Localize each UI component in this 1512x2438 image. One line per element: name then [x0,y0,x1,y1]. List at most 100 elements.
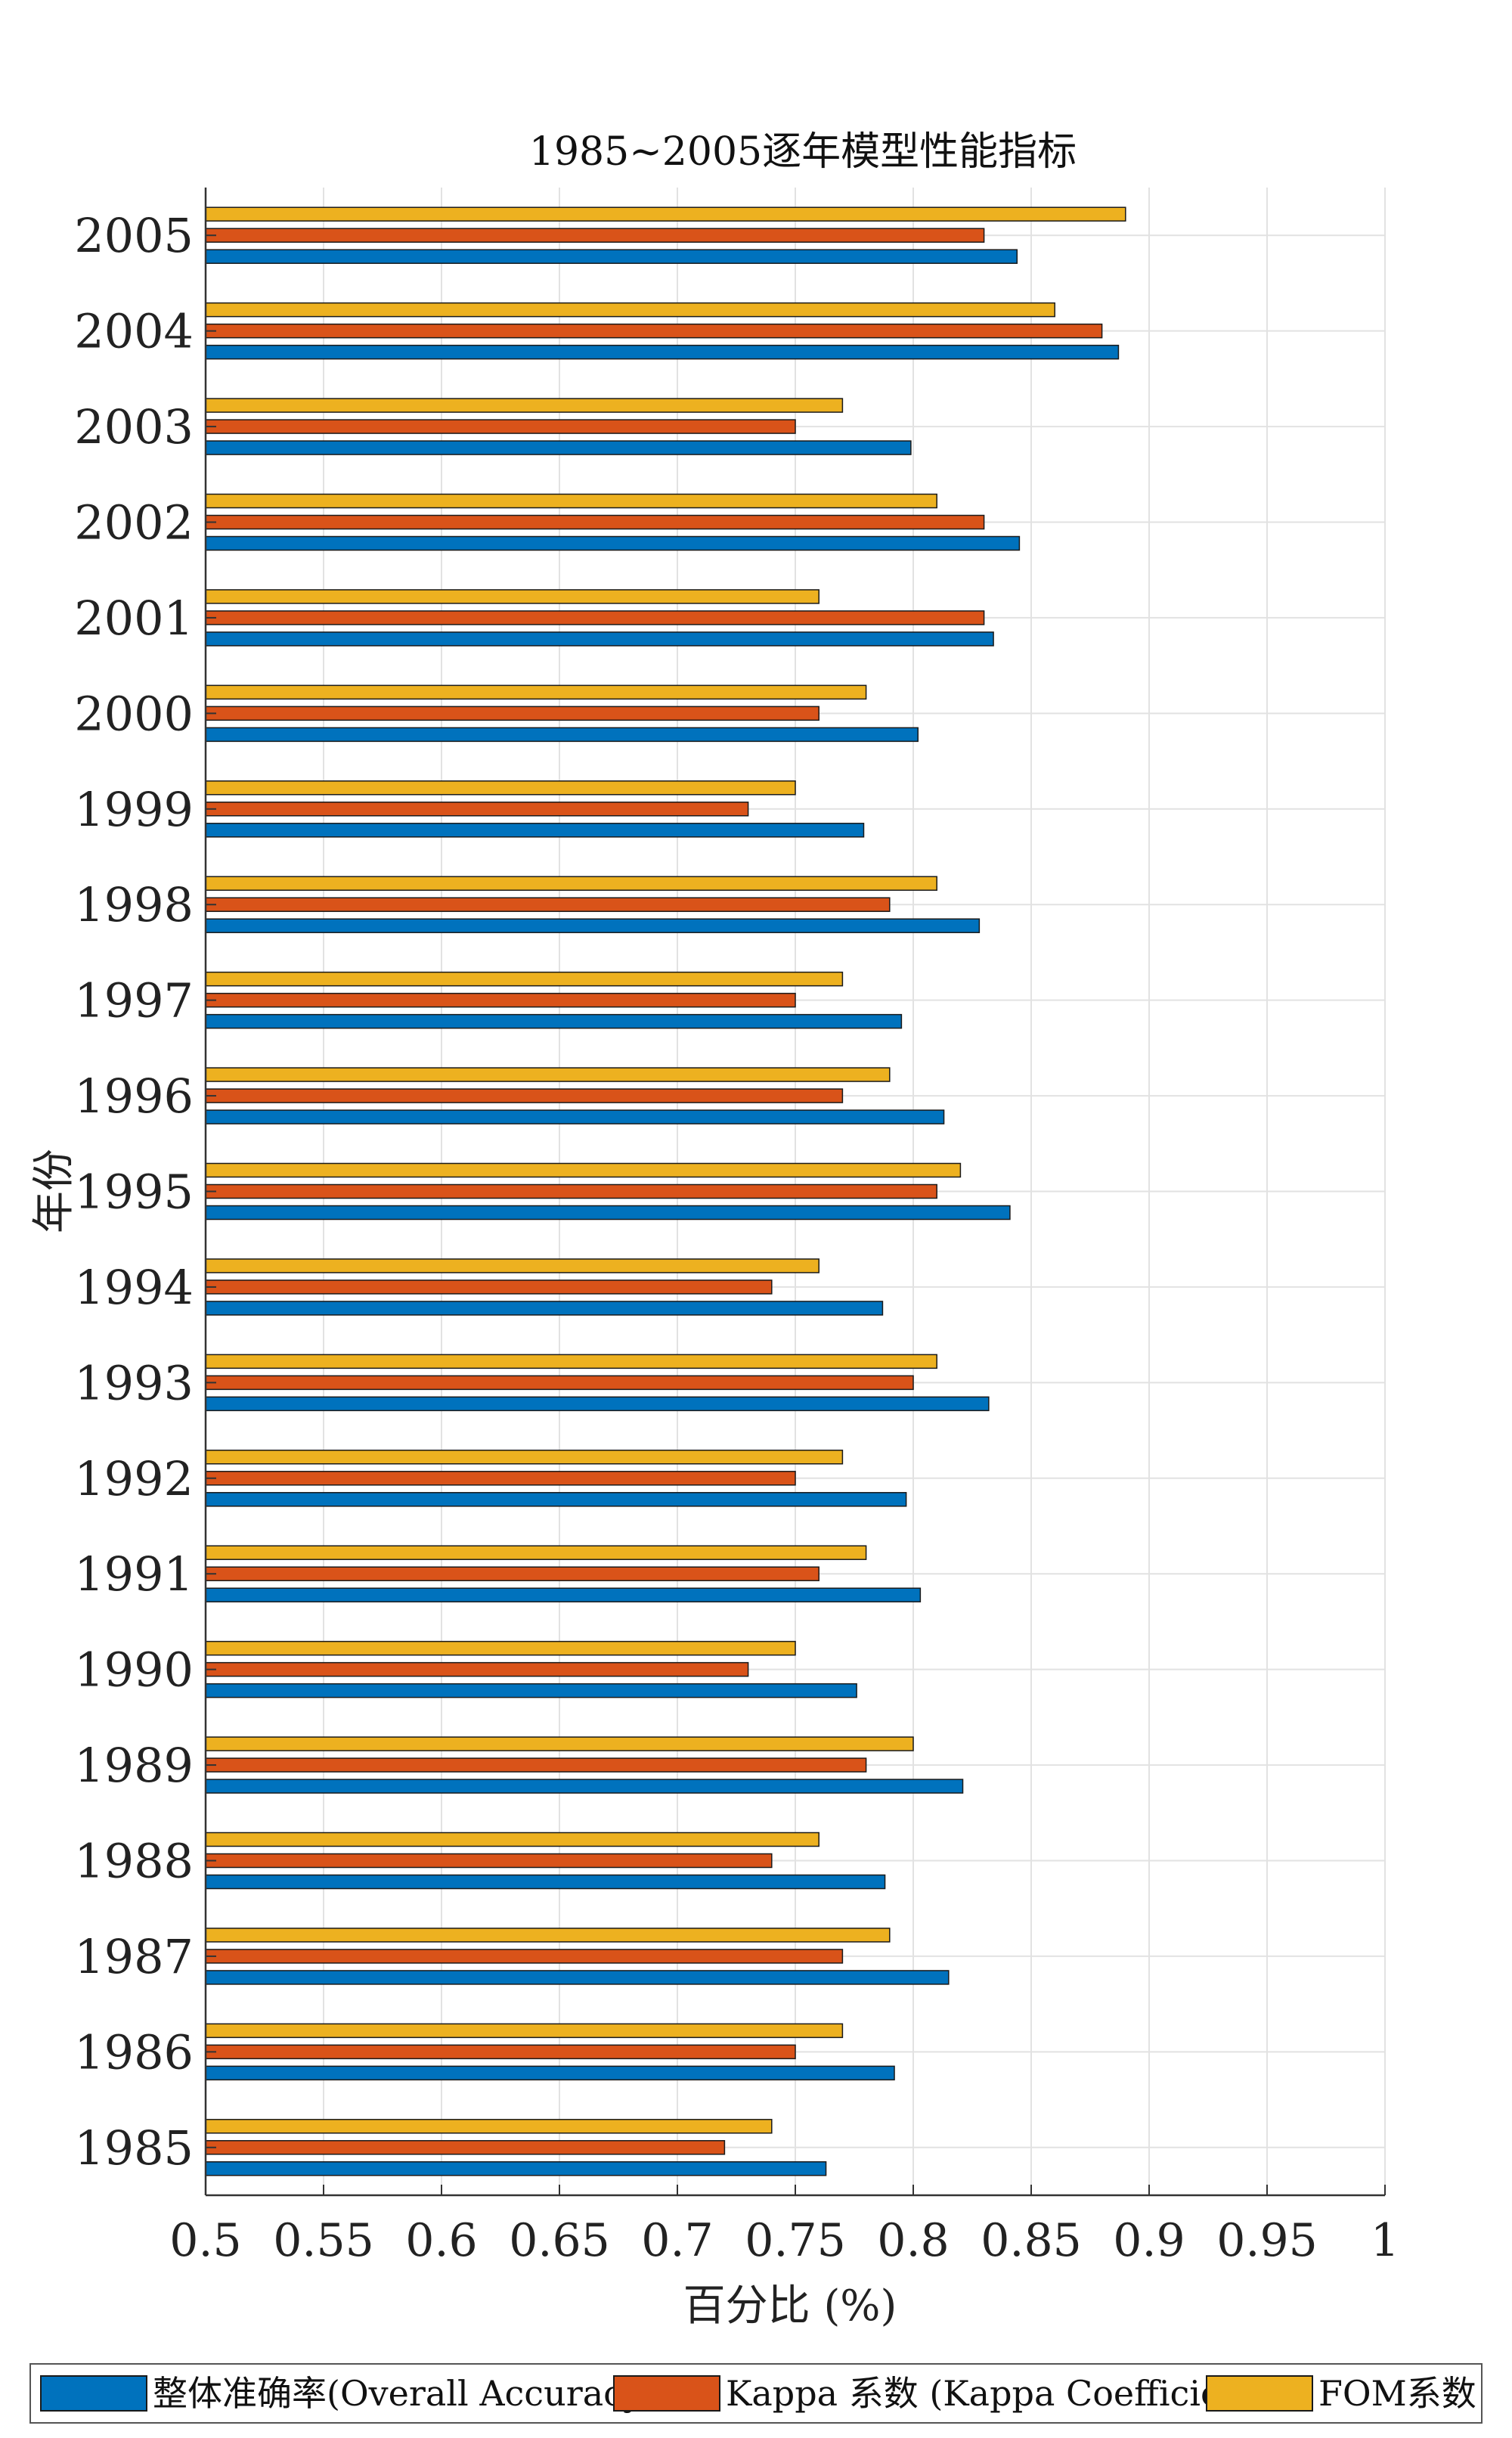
y-tick-label: 1994 [74,1260,194,1315]
y-tick-label: 1985 [74,2120,194,2176]
bar-2004-s0 [205,344,1120,360]
x-tick-label: 0.85 [981,2214,1082,2267]
x-tick-label: 0.55 [273,2214,374,2267]
bar-2000-s1 [205,706,820,721]
bar-1987-s0 [205,1970,950,1985]
bar-2002-s1 [205,514,985,530]
bar-1990-s0 [205,1683,857,1698]
bar-1992-s1 [205,1471,796,1486]
bar-2003-s2 [205,398,844,413]
y-tick-label: 1992 [74,1451,194,1506]
bar-1994-s1 [205,1279,773,1295]
x-tick-label: 0.8 [877,2214,949,2267]
bar-1994-s0 [205,1301,884,1316]
y-tick-label: 1993 [74,1355,194,1410]
bar-1991-s1 [205,1566,820,1581]
bar-1995-s1 [205,1183,937,1199]
bar-1995-s0 [205,1205,1011,1221]
bar-1989-s2 [205,1736,914,1751]
x-tick-label: 0.5 [169,2214,241,2267]
x-tick-label: 1 [1371,2214,1399,2267]
bar-2000-s2 [205,684,867,700]
legend-label-2: FOM系数 [1318,2373,1476,2414]
y-tick-label: 1989 [74,1738,194,1793]
bar-2003-s1 [205,419,796,434]
bar-1991-s2 [205,1545,867,1560]
chart-title: 1985~2005逐年模型性能指标 [529,129,1077,175]
bar-2003-s0 [205,440,912,455]
x-tick-label: 0.6 [405,2214,477,2267]
bar-2002-s0 [205,535,1021,551]
y-tick-label: 1998 [74,877,194,932]
bar-1992-s2 [205,1450,844,1465]
bar-1985-s2 [205,2119,773,2134]
bar-1999-s1 [205,802,749,817]
legend-swatch-1 [613,2375,720,2412]
bar-1989-s1 [205,1757,867,1773]
x-tick-label: 0.75 [745,2214,846,2267]
x-tick-label: 0.7 [641,2214,713,2267]
bar-1991-s0 [205,1587,922,1602]
legend: 整体准确率(Overall Accuracy) Kappa 系数 (Kappa C… [29,2363,1483,2424]
y-tick-label: 2005 [74,208,194,263]
bar-2001-s1 [205,610,985,625]
bar-1998-s0 [205,918,981,933]
axes: 0.5 0.55 0.6 0.65 0.7 0.75 0.8 0.85 0.9 0.95 1 1985… [74,188,1399,2267]
bar-2001-s2 [205,589,820,604]
bar-1997-s0 [205,1013,903,1029]
bar-1994-s2 [205,1258,820,1273]
y-tick-label: 2002 [74,495,194,551]
bar-1998-s1 [205,897,891,912]
bar-1999-s0 [205,823,865,838]
y-tick-label: 1988 [74,1834,194,1889]
legend-label-1: Kappa 系数 (Kappa Coefficient) [726,2373,1271,2414]
bar-1999-s2 [205,780,796,796]
bar-2002-s2 [205,493,937,509]
bar-2005-s1 [205,228,985,243]
bar-1987-s2 [205,1928,891,1943]
y-tick-label: 1987 [74,1929,194,1984]
bar-2004-s2 [205,302,1055,318]
bar-2005-s0 [205,249,1018,264]
x-axis-label: 百分比 (%) [683,2281,897,2331]
bar-1985-s1 [205,2140,726,2155]
bar-1992-s0 [205,1492,907,1507]
bar-1990-s2 [205,1640,796,1656]
bar-1997-s2 [205,971,844,987]
bar-1986-s1 [205,2044,796,2060]
y-tick-label: 1990 [74,1642,194,1698]
bar-1996-s1 [205,1088,844,1103]
y-tick-label: 2003 [74,399,194,454]
bar-1996-s0 [205,1109,945,1124]
y-tick-label: 1991 [74,1546,194,1602]
bar-2005-s2 [205,206,1126,222]
bar-1993-s2 [205,1354,937,1369]
y-tick-label: 2001 [74,591,194,646]
bar-2000-s0 [205,727,919,743]
bar-1993-s0 [205,1396,990,1412]
bar-1988-s2 [205,1832,820,1847]
y-tick-label: 1986 [74,2024,194,2080]
legend-swatch-2 [1206,2375,1313,2412]
bar-1988-s1 [205,1853,773,1869]
bar-1993-s1 [205,1375,914,1391]
y-tick-label: 1997 [74,973,194,1028]
y-tick-label: 1996 [74,1069,194,1124]
x-tick-label: 0.65 [509,2214,610,2267]
bar-1986-s2 [205,2023,844,2039]
bar-1998-s2 [205,876,937,891]
bar-1987-s1 [205,1949,844,1964]
x-tick-label: 0.95 [1216,2214,1318,2267]
bar-2004-s1 [205,323,1103,339]
y-axis-label: 年份 [29,1149,79,1233]
y-tick-label: 1995 [74,1165,194,1220]
bar-1995-s2 [205,1162,962,1178]
x-tick-label: 0.9 [1113,2214,1185,2267]
bar-2001-s0 [205,631,994,647]
bar-1990-s1 [205,1661,749,1677]
bar-1985-s0 [205,2161,827,2176]
y-tick-label: 2004 [74,304,194,359]
bar-1988-s0 [205,1874,886,1890]
legend-swatch-0 [40,2375,147,2412]
bar-1997-s1 [205,992,796,1008]
